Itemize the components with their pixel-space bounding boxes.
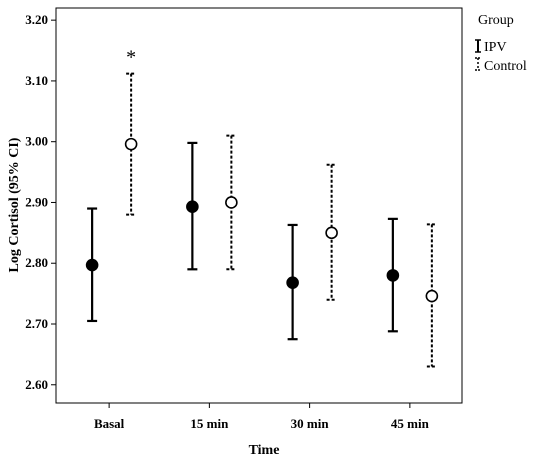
significance-asterisk: *	[126, 47, 136, 69]
y-axis-title: Log Cortisol (95% CI)	[7, 137, 22, 272]
series-layer	[85, 72, 439, 368]
point-ipv	[386, 269, 400, 282]
y-tick-label: 2.70	[25, 316, 48, 331]
x-tick-label: 30 min	[291, 416, 330, 431]
y-tick-label: 2.60	[25, 377, 48, 392]
annotation-layer: *	[126, 47, 136, 69]
legend-title: Group	[478, 13, 514, 28]
point-control	[325, 226, 338, 240]
x-axis-title: Time	[249, 443, 280, 458]
point-ipv	[186, 200, 199, 214]
y-axis: 2.60 2.70 2.80 2.90 3.00 3.10 3.20	[25, 12, 56, 392]
point-control	[425, 289, 439, 303]
y-tick-label: 3.10	[25, 73, 48, 88]
plot-frame	[55, 7, 463, 404]
x-axis: Basal 15 min 30 min 45 min	[94, 403, 430, 431]
y-tick-label: 2.90	[25, 194, 48, 209]
y-tick-label: 2.80	[25, 255, 48, 270]
legend-label-ipv: IPV	[484, 40, 507, 55]
legend: Group IPV Control	[475, 13, 527, 74]
x-tick-label: 15 min	[190, 416, 229, 431]
point-ipv	[85, 258, 99, 272]
point-ipv	[286, 276, 299, 289]
x-tick-label: Basal	[94, 416, 125, 431]
point-control	[225, 196, 238, 209]
legend-entry-control: Control	[475, 57, 527, 74]
point-control	[124, 137, 138, 151]
y-tick-label: 3.20	[25, 12, 48, 27]
y-tick-label: 3.00	[25, 134, 48, 149]
legend-entry-ipv: IPV	[475, 39, 507, 55]
x-tick-label: 45 min	[391, 416, 430, 431]
legend-label-control: Control	[484, 59, 527, 74]
